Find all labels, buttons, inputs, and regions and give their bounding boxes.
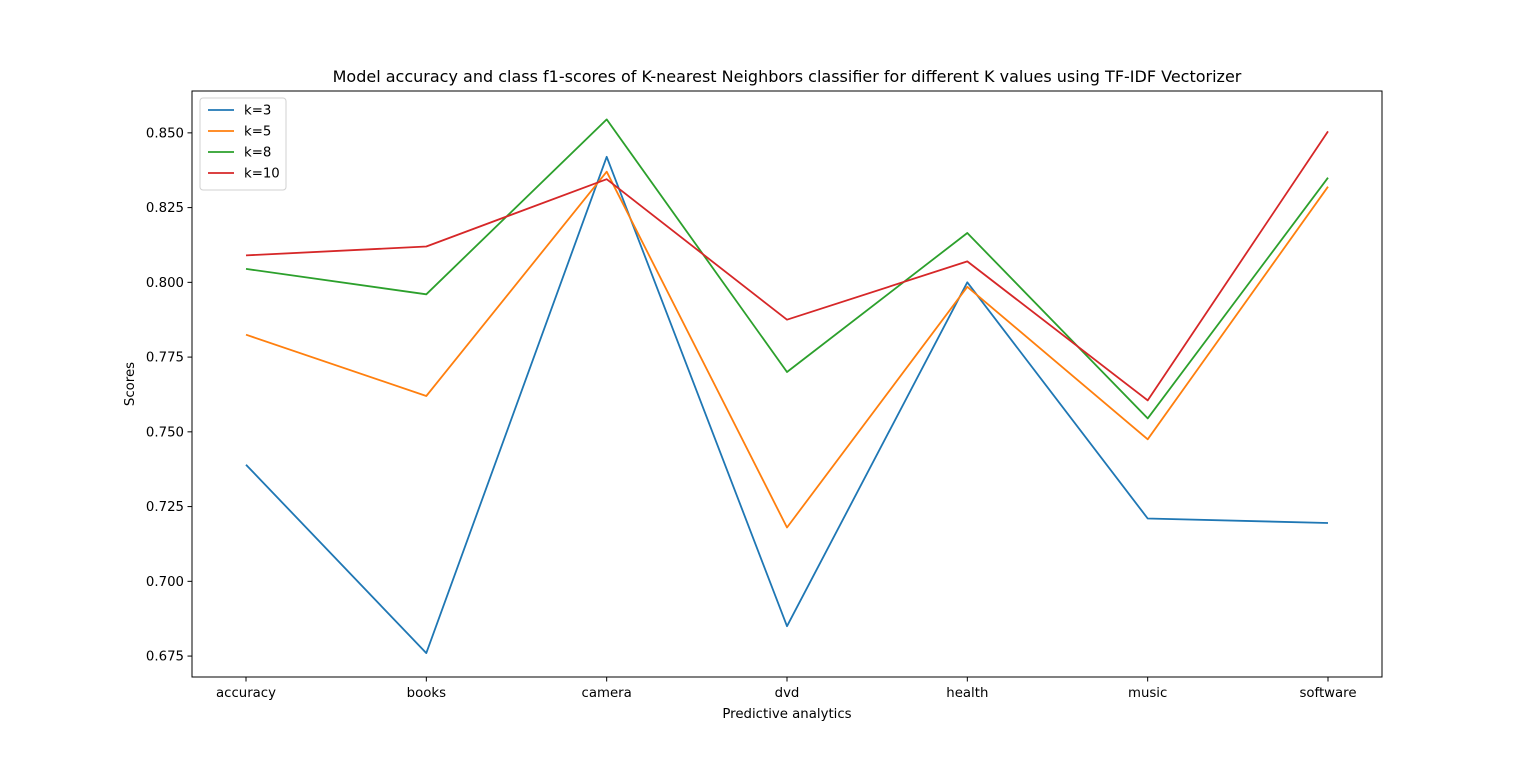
y-tick-label: 0.850: [146, 126, 184, 141]
series-lines: [245, 118, 1329, 654]
series-line-k-3: [245, 155, 1329, 654]
y-tick-label: 0.825: [146, 201, 184, 216]
x-axis-label: Predictive analytics: [722, 707, 851, 722]
y-axis: 0.675 0.700 0.725 0.750 0.775 0.800 0.825 0.850: [146, 126, 192, 665]
y-tick-label: 0.725: [146, 500, 184, 515]
legend-label: k=10: [244, 167, 280, 182]
y-tick-label: 0.775: [146, 351, 184, 366]
legend-label: k=3: [244, 104, 271, 119]
plot-frame: [191, 90, 1383, 678]
x-axis: accuracy books camera dvd health music softwar…: [216, 677, 1357, 701]
y-axis-label: Scores: [123, 362, 138, 406]
x-tick-label: health: [946, 686, 988, 701]
x-tick-label: camera: [582, 686, 632, 701]
legend-label: k=5: [244, 125, 271, 140]
legend: k=3 k=5 k=8 k=10: [199, 97, 287, 191]
series-line-k-10: [245, 130, 1329, 402]
y-tick-label: 0.700: [146, 575, 184, 590]
y-tick-label: 0.800: [146, 276, 184, 291]
y-tick-label: 0.750: [146, 425, 184, 440]
legend-box: [199, 97, 287, 191]
legend-label: k=8: [244, 146, 271, 161]
x-tick-label: accuracy: [216, 686, 276, 701]
x-tick-label: books: [407, 686, 446, 701]
series-line-k-8: [245, 118, 1329, 420]
y-tick-label: 0.675: [146, 650, 184, 665]
x-tick-label: software: [1299, 686, 1356, 701]
series-line-k-5: [245, 170, 1329, 529]
plot-area: [191, 90, 1383, 678]
x-tick-label: music: [1128, 686, 1167, 701]
x-tick-label: dvd: [775, 686, 800, 701]
chart-title: Model accuracy and class f1-scores of K-…: [333, 67, 1242, 86]
